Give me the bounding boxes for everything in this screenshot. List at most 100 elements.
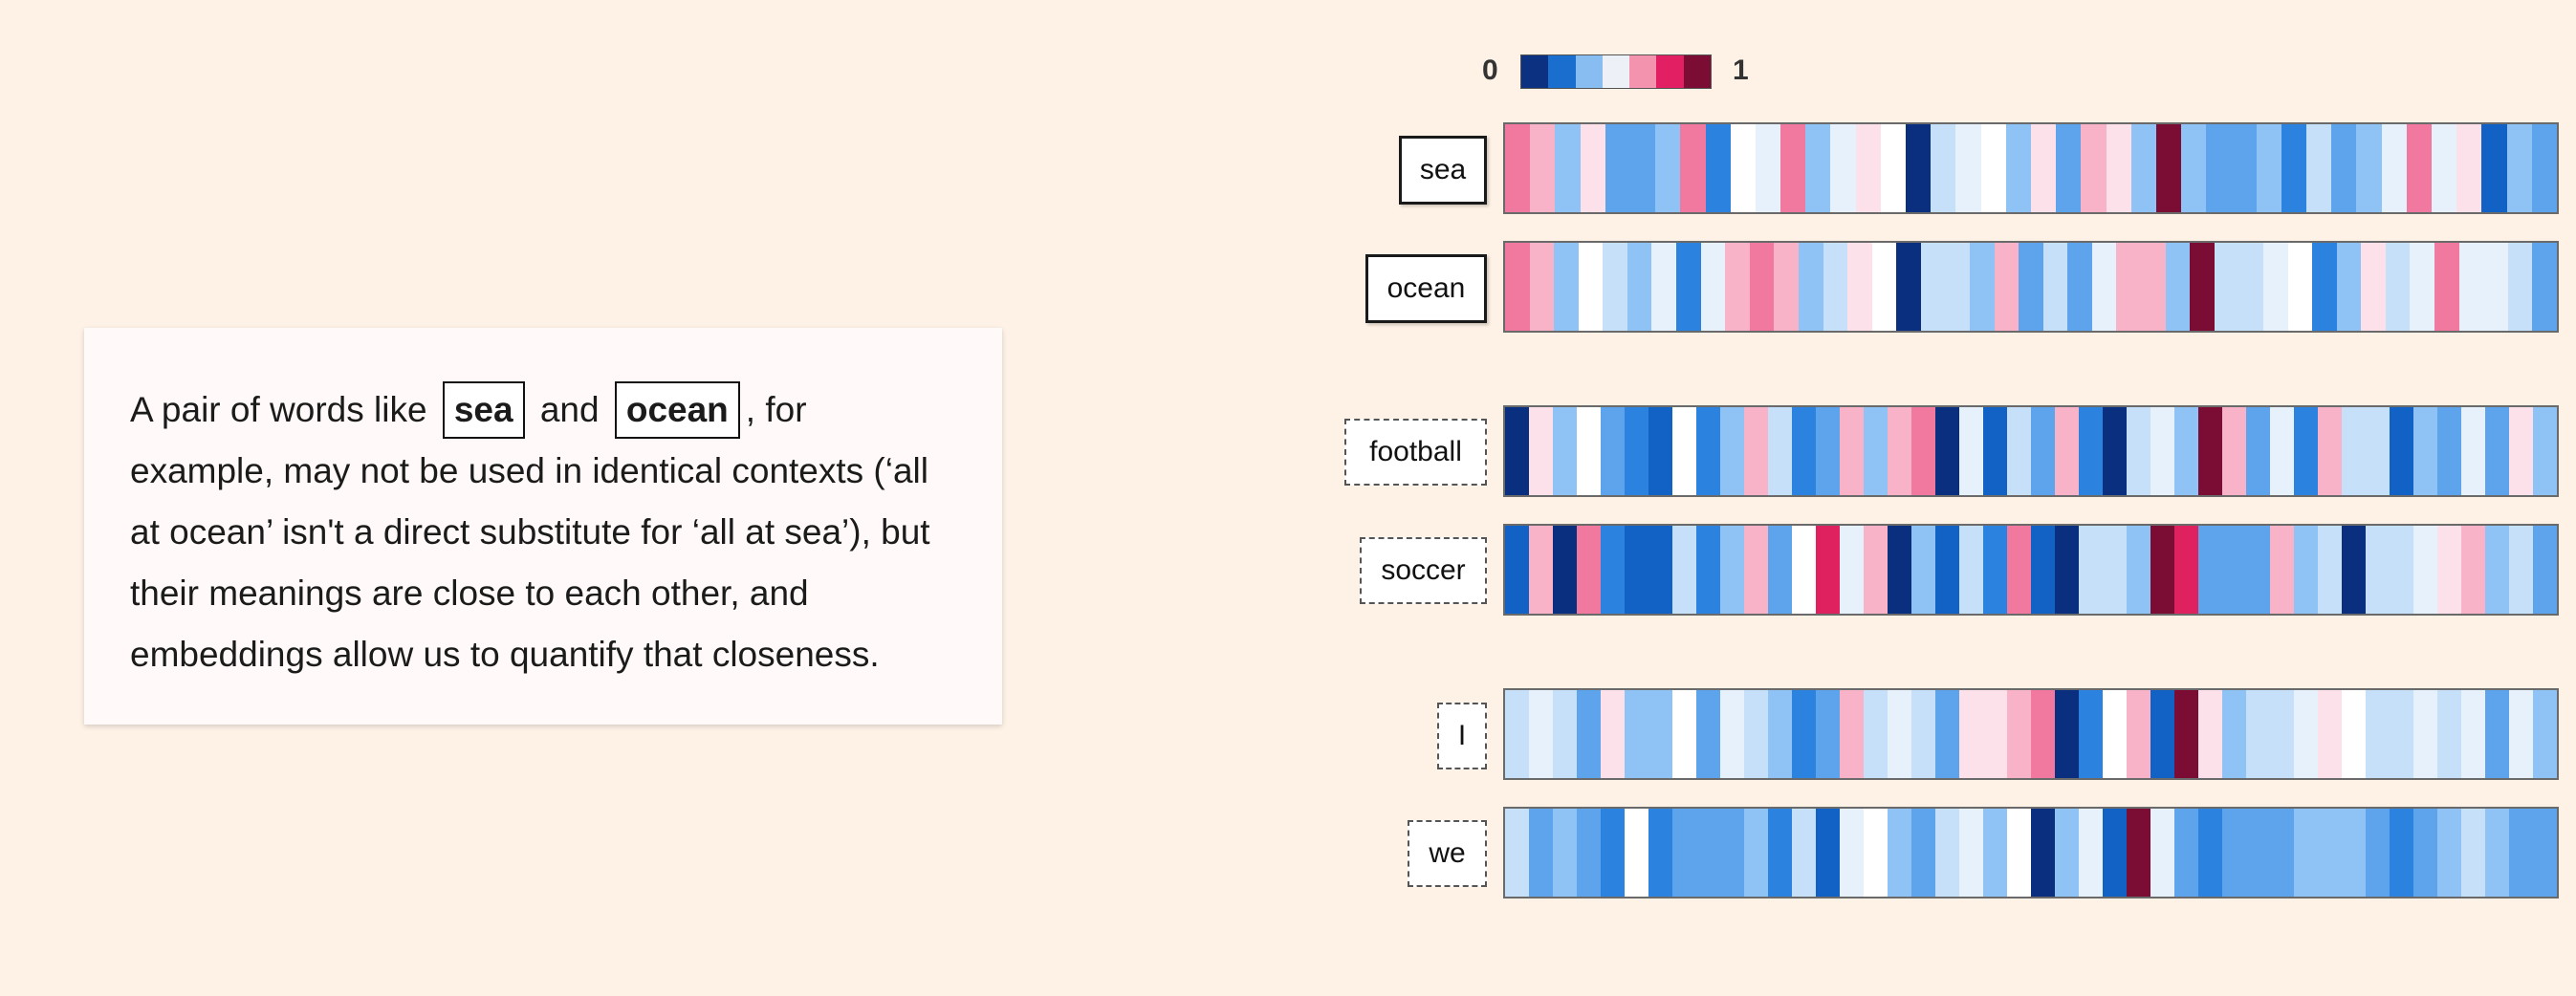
embedding-cell xyxy=(1648,690,1672,778)
embedding-cell xyxy=(1626,243,1652,331)
embedding-cell xyxy=(2246,809,2270,897)
embedding-cell xyxy=(1983,690,2007,778)
embedding-cell xyxy=(1911,526,1935,614)
embedding-cell xyxy=(1580,124,1605,212)
legend-min-label: 0 xyxy=(1482,54,1498,86)
embedding-cell xyxy=(1935,407,1959,495)
embedding-cell xyxy=(2294,526,2318,614)
embedding-cell xyxy=(2127,526,2150,614)
embedding-cell xyxy=(2294,690,2318,778)
word-label-we: we xyxy=(1408,820,1487,887)
embedding-cell xyxy=(2509,690,2533,778)
embedding-cell xyxy=(2031,407,2055,495)
embedding-cell xyxy=(1935,690,1959,778)
embedding-cell xyxy=(2091,243,2117,331)
embedding-cell xyxy=(1768,690,1792,778)
embedding-cell xyxy=(2294,407,2318,495)
embedding-cell xyxy=(2413,690,2437,778)
embedding-cell xyxy=(2198,690,2222,778)
embedding-cell xyxy=(2434,243,2459,331)
embedding-cell xyxy=(2206,124,2232,212)
embedding-cell xyxy=(2361,243,2386,331)
embedding-cell xyxy=(2222,526,2246,614)
embedding-cell xyxy=(1983,407,2007,495)
embedding-cell xyxy=(2246,407,2270,495)
embedding-cell xyxy=(2306,124,2332,212)
embedding-cell xyxy=(2366,407,2390,495)
embedding-cell xyxy=(1672,809,1696,897)
word-label-football: football xyxy=(1344,419,1487,486)
embedding-cell xyxy=(1864,526,1888,614)
embedding-cell xyxy=(2231,124,2257,212)
embedding-cell xyxy=(2150,809,2174,897)
embedding-cell xyxy=(2312,243,2337,331)
embedding-cell xyxy=(1823,243,1848,331)
embedding-cell xyxy=(1931,124,1956,212)
embedding-cell xyxy=(2127,809,2150,897)
embedding-cell xyxy=(1888,690,1911,778)
embedding-cell xyxy=(2079,809,2103,897)
embedding-cell xyxy=(2509,407,2533,495)
embedding-cell xyxy=(1529,407,1553,495)
embedding-vector-soccer xyxy=(1503,524,2559,616)
embedding-cell xyxy=(1792,526,1816,614)
embedding-cell xyxy=(1700,243,1726,331)
embedding-cell xyxy=(1505,809,1529,897)
embedding-cell xyxy=(2116,243,2142,331)
embedding-cell xyxy=(2150,407,2174,495)
embedding-cell xyxy=(1720,690,1744,778)
embedding-cell xyxy=(1648,407,1672,495)
legend-max-label: 1 xyxy=(1733,54,1749,86)
embedding-cell xyxy=(1601,690,1625,778)
embedding-cell xyxy=(1816,809,1840,897)
embedding-cell xyxy=(2007,407,2031,495)
word-label-sea: sea xyxy=(1399,136,1487,205)
embedding-cell xyxy=(2155,124,2182,212)
embedding-cell xyxy=(2222,690,2246,778)
embedding-cell xyxy=(1816,690,1840,778)
embedding-cell xyxy=(1888,526,1911,614)
embedding-cell xyxy=(2055,526,2079,614)
embedding-cell xyxy=(2485,809,2509,897)
embedding-cell xyxy=(1696,690,1720,778)
embedding-cell xyxy=(1625,526,1648,614)
embedding-cell xyxy=(2485,690,2509,778)
embedding-cell xyxy=(2190,243,2215,331)
embedding-cell xyxy=(2366,690,2390,778)
embedding-cell xyxy=(1648,809,1672,897)
embedding-cell xyxy=(1605,124,1630,212)
embedding-cell xyxy=(2342,690,2366,778)
embedding-cell xyxy=(1553,690,1577,778)
embedding-cell xyxy=(2531,124,2557,212)
embedding-cell xyxy=(1855,124,1881,212)
embedding-cell xyxy=(2390,809,2413,897)
embedding-cell xyxy=(1792,809,1816,897)
embedding-cell xyxy=(1935,809,1959,897)
embedding-cell xyxy=(2150,526,2174,614)
embedding-cell xyxy=(2174,407,2198,495)
embedding-cell xyxy=(1625,407,1648,495)
embedding-cell xyxy=(1696,407,1720,495)
embedding-cell xyxy=(1864,809,1888,897)
embedding-cell xyxy=(2533,407,2557,495)
embedding-cell xyxy=(1906,124,1932,212)
embedding-cell xyxy=(1625,809,1648,897)
embedding-cell xyxy=(1792,407,1816,495)
embedding-cell xyxy=(2031,690,2055,778)
embedding-cell xyxy=(2246,526,2270,614)
embedding-vector-i xyxy=(1503,688,2559,780)
embedding-cell xyxy=(1720,809,1744,897)
embedding-cell xyxy=(1798,243,1823,331)
embedding-cell xyxy=(2174,690,2198,778)
embedding-cell xyxy=(1768,809,1792,897)
legend-swatch xyxy=(1575,55,1603,88)
embedding-cell xyxy=(1959,407,1983,495)
embedding-cell xyxy=(2287,243,2313,331)
embedding-cell xyxy=(1780,124,1806,212)
embedding-cell xyxy=(1555,124,1581,212)
embedding-cell xyxy=(1749,243,1775,331)
embedding-vector-we xyxy=(1503,807,2559,899)
embedding-vector-sea xyxy=(1503,122,2559,214)
embedding-cell xyxy=(1744,809,1768,897)
embedding-cell xyxy=(2385,243,2411,331)
